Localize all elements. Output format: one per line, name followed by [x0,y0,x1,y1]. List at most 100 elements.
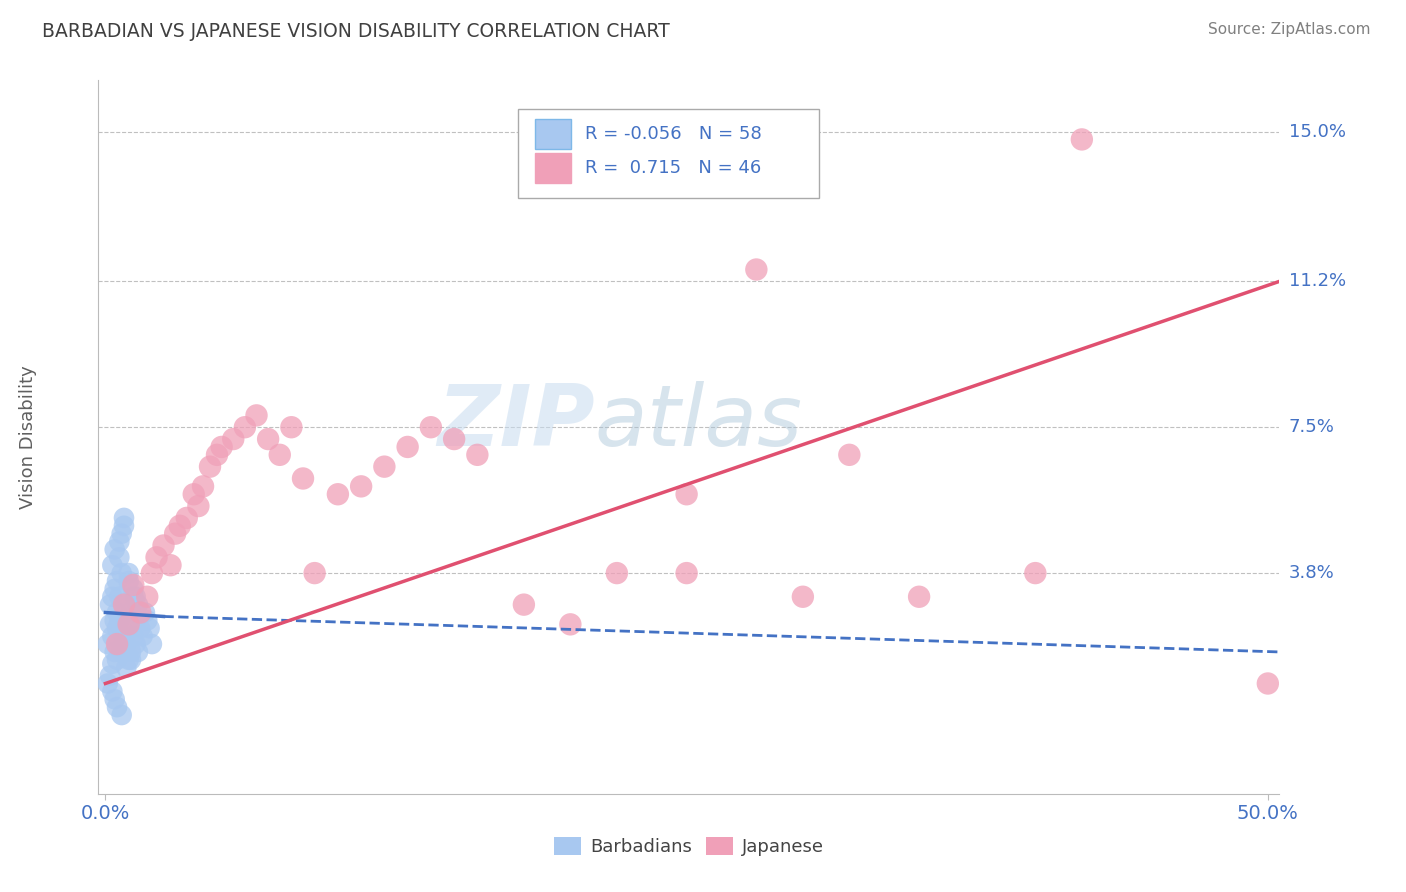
Point [908,590,931,604]
Point [443,432,465,446]
Point [101,684,124,698]
FancyBboxPatch shape [536,153,571,183]
Point [233,420,256,434]
Point [675,487,697,501]
Point [396,440,419,454]
Point [122,629,145,643]
Point [326,487,349,501]
Point [97,637,120,651]
Point [127,645,149,659]
Text: R =  0.715   N = 46: R = 0.715 N = 46 [585,159,761,177]
Text: 11.2%: 11.2% [1289,272,1346,291]
Point [120,645,142,659]
Point [112,511,135,525]
Point [104,582,127,596]
Point [257,432,280,446]
Point [111,645,134,659]
Point [292,471,315,485]
Point [108,550,131,565]
Point [117,621,139,635]
Text: atlas: atlas [595,381,803,465]
Point [101,629,124,643]
Point [112,518,135,533]
Point [129,606,152,620]
Point [117,566,139,580]
Point [124,637,146,651]
Point [101,657,124,671]
Point [98,617,121,632]
Point [115,637,138,651]
Point [141,566,163,580]
Point [183,487,205,501]
Point [120,606,142,620]
Text: Vision Disability: Vision Disability [18,365,37,509]
Point [131,629,153,643]
Point [117,574,139,588]
Text: 3.8%: 3.8% [1289,564,1334,582]
Point [105,637,128,651]
Point [111,526,134,541]
Point [1070,132,1092,146]
Point [111,708,134,723]
Point [211,440,233,454]
Point [152,539,174,553]
Point [117,653,139,667]
Point [105,606,128,620]
Point [141,637,163,651]
Point [111,566,134,580]
Point [169,518,191,533]
Point [606,566,628,580]
Point [136,614,159,628]
Point [838,448,860,462]
Point [560,617,582,632]
Point [104,614,127,628]
Point [112,606,135,620]
Point [373,459,395,474]
Point [165,526,187,541]
Point [1257,676,1279,690]
Point [205,448,228,462]
Text: BARBADIAN VS JAPANESE VISION DISABILITY CORRELATION CHART: BARBADIAN VS JAPANESE VISION DISABILITY … [42,22,669,41]
Point [187,499,209,513]
Point [222,432,245,446]
Point [104,542,127,557]
Point [115,661,138,675]
Point [122,582,145,596]
Point [101,558,124,573]
FancyBboxPatch shape [517,109,818,198]
Point [105,700,128,714]
Point [122,578,145,592]
Point [97,676,120,690]
Text: R = -0.056   N = 58: R = -0.056 N = 58 [585,125,762,143]
Text: Source: ZipAtlas.com: Source: ZipAtlas.com [1208,22,1371,37]
Point [117,617,139,632]
Legend: Barbadians, Japanese: Barbadians, Japanese [547,830,831,863]
Text: ZIP: ZIP [437,381,595,465]
Point [176,511,198,525]
Point [280,420,302,434]
Point [104,645,127,659]
Point [112,629,135,643]
FancyBboxPatch shape [536,119,571,149]
Point [145,550,167,565]
Text: 15.0%: 15.0% [1289,122,1346,141]
Point [120,653,142,667]
Point [108,534,131,549]
Point [159,558,181,573]
Point [124,590,146,604]
Point [136,590,159,604]
Point [111,621,134,635]
Text: 7.5%: 7.5% [1289,418,1334,436]
Point [350,479,373,493]
Point [108,637,131,651]
Point [467,448,489,462]
Point [105,621,128,635]
Point [304,566,326,580]
Point [115,598,138,612]
Point [105,574,128,588]
Point [129,621,152,635]
Point [191,479,214,493]
Point [98,598,121,612]
Point [122,590,145,604]
Point [127,598,149,612]
